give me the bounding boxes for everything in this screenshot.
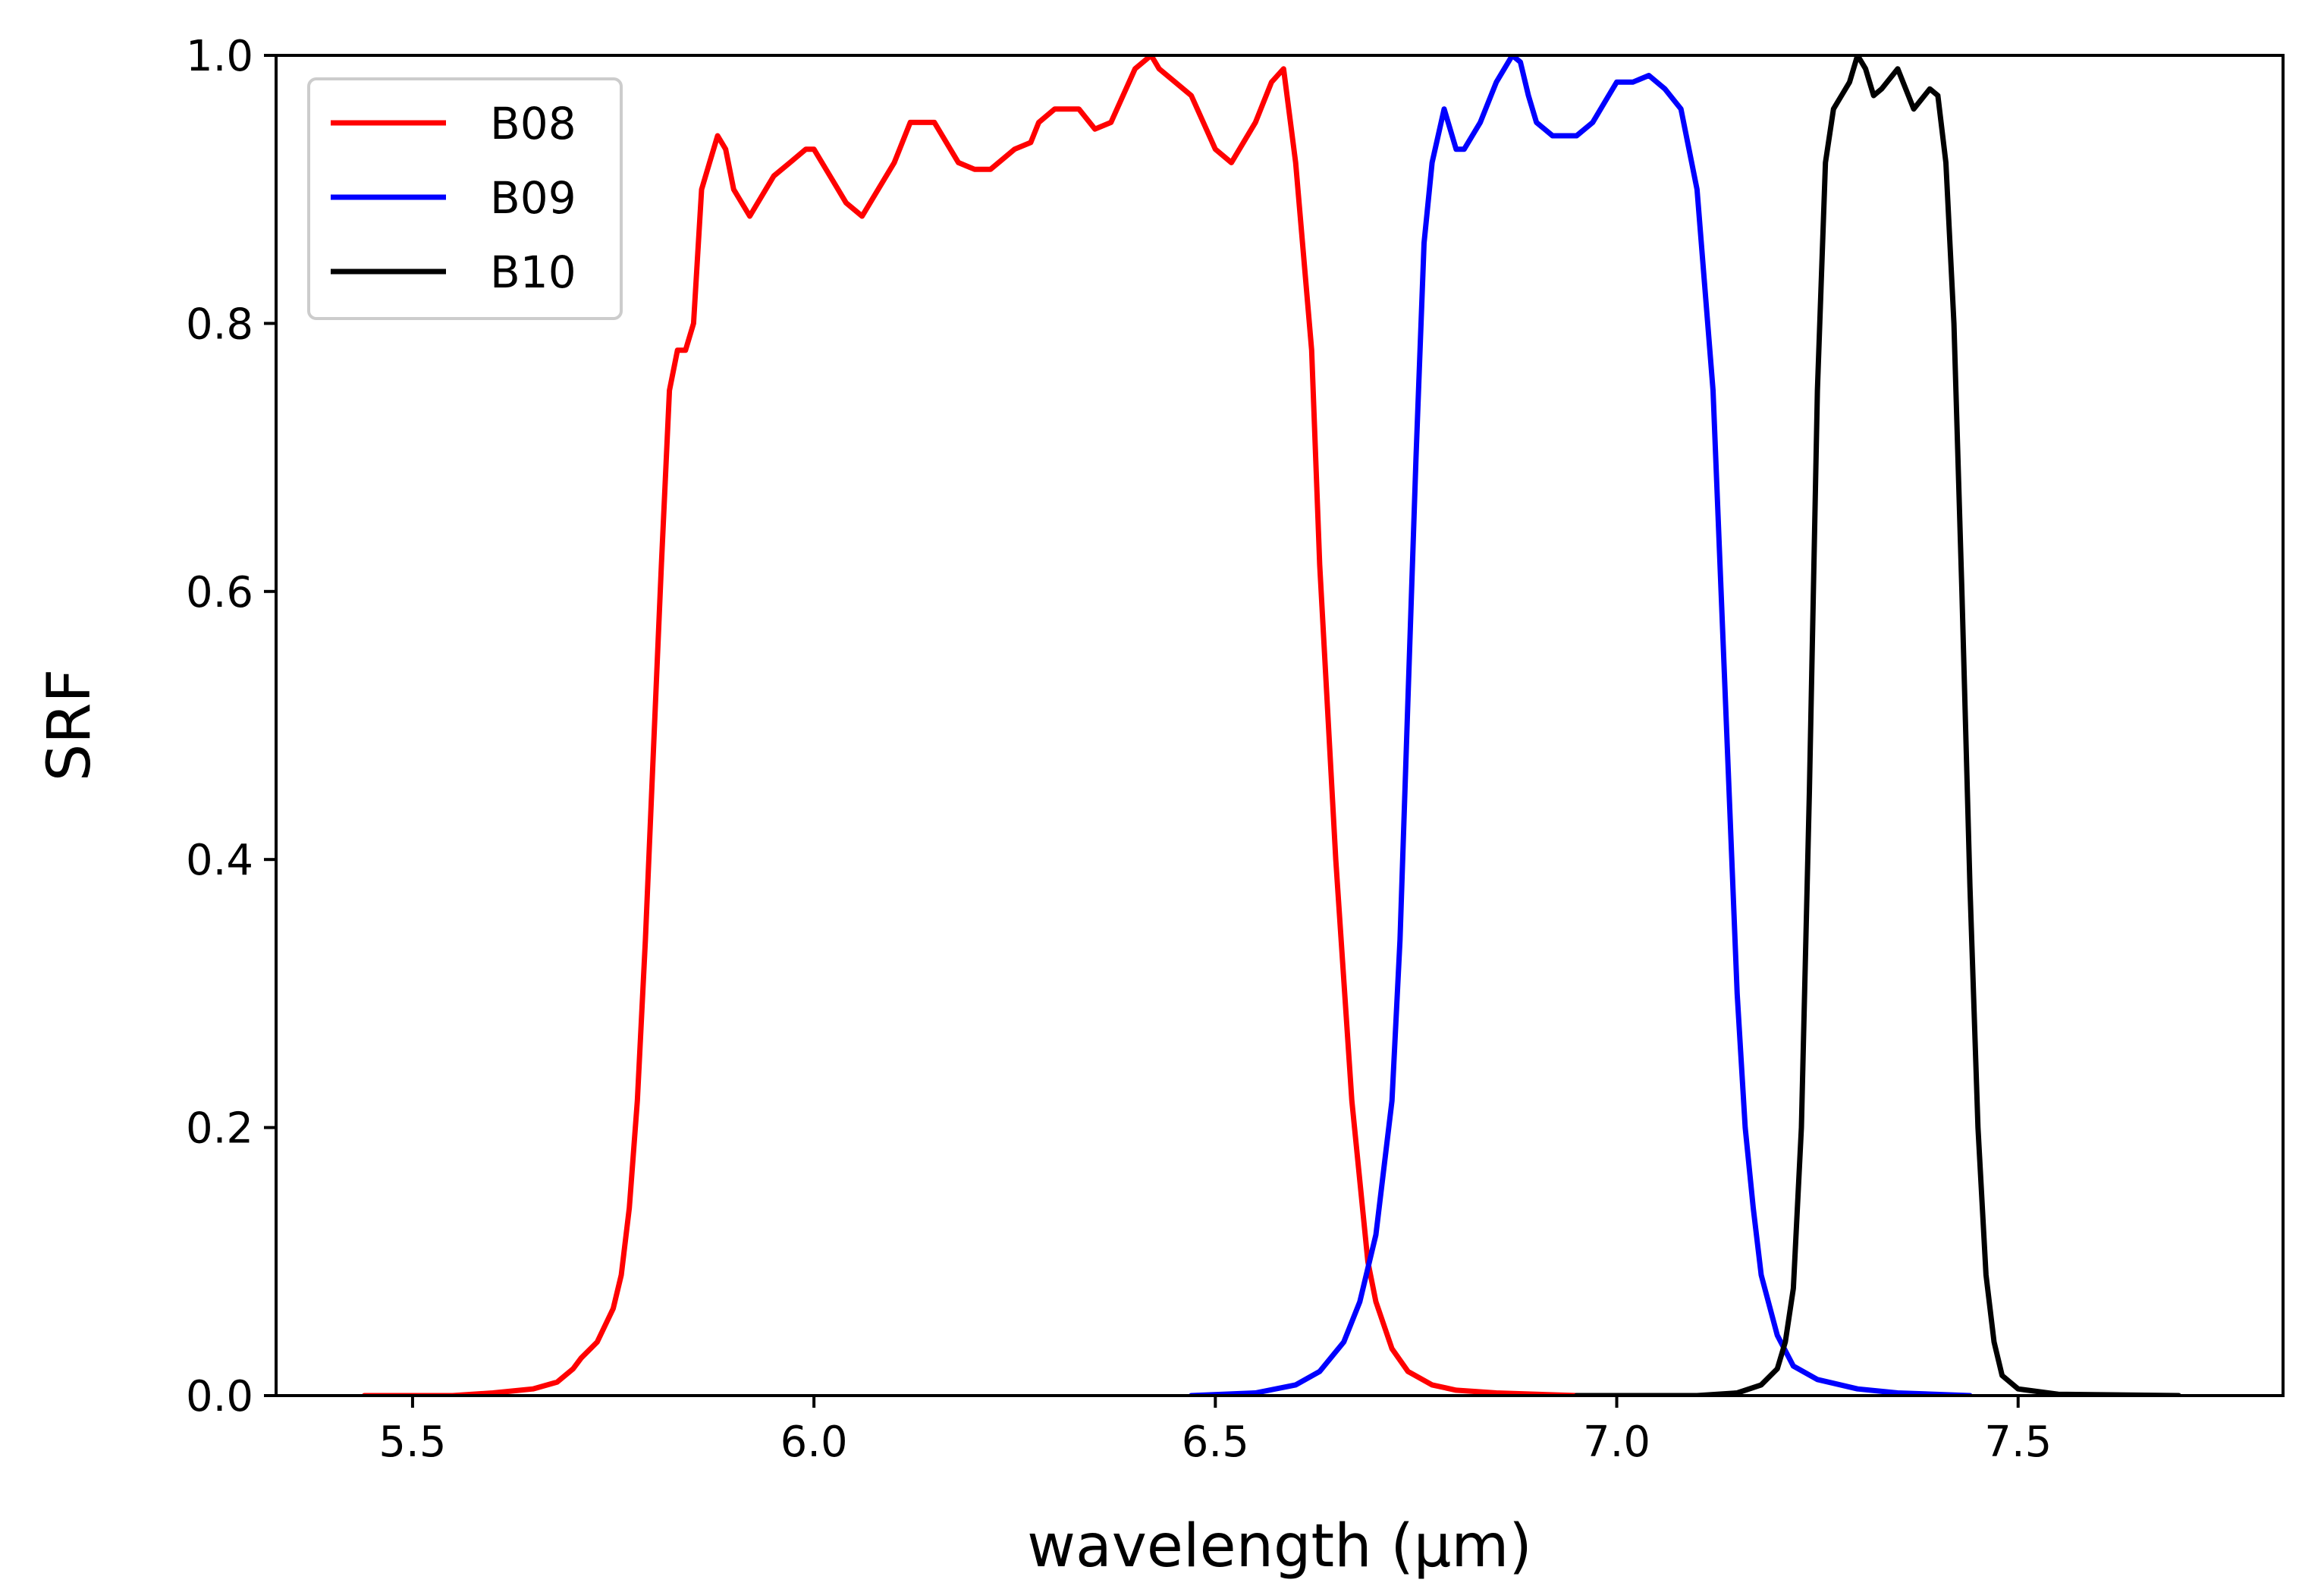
series-layer xyxy=(361,55,2181,1396)
y-tick-label: 0.4 xyxy=(186,836,253,885)
legend-box xyxy=(307,77,623,320)
x-tick-label: 5.5 xyxy=(378,1418,446,1467)
series-line-b09 xyxy=(1189,55,1973,1396)
x-tick-label: 7.5 xyxy=(1984,1418,2052,1467)
y-tick-label: 1.0 xyxy=(186,32,253,81)
x-axis: 5.5 6.0 6.5 7.0 7.5 xyxy=(378,1396,2052,1467)
series-line-b10 xyxy=(1574,55,2181,1396)
plot-frame xyxy=(275,54,2285,1397)
y-axis-label: SRF xyxy=(36,669,104,782)
x-tick-label: 6.5 xyxy=(1182,1418,1249,1467)
y-axis: 0.0 0.2 0.4 0.6 0.8 1.0 xyxy=(186,32,276,1421)
x-tick-label: 7.0 xyxy=(1583,1418,1650,1467)
x-axis-label: wavelength (µm) xyxy=(1027,1512,1532,1581)
y-tick-label: 0.2 xyxy=(186,1104,253,1154)
legend-label-b08: B08 xyxy=(490,98,576,149)
legend: B08 B09 B10 xyxy=(307,77,623,320)
legend-label-b09: B09 xyxy=(490,172,576,224)
series-line-b08 xyxy=(361,55,1619,1396)
x-tick-label: 6.0 xyxy=(780,1418,848,1467)
y-tick-label: 0.0 xyxy=(186,1372,253,1421)
y-tick-label: 0.6 xyxy=(186,568,253,617)
legend-label-b10: B10 xyxy=(490,247,576,298)
y-tick-label: 0.8 xyxy=(186,300,253,349)
